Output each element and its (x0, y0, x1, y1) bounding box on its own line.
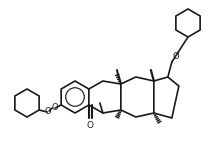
Polygon shape (121, 77, 154, 117)
Text: O: O (52, 104, 58, 113)
Text: O: O (45, 108, 52, 117)
Polygon shape (89, 81, 121, 113)
Text: O: O (87, 121, 94, 130)
Polygon shape (176, 9, 200, 37)
Text: O: O (173, 52, 180, 61)
Polygon shape (15, 89, 39, 117)
Polygon shape (61, 81, 89, 113)
Polygon shape (154, 77, 179, 118)
